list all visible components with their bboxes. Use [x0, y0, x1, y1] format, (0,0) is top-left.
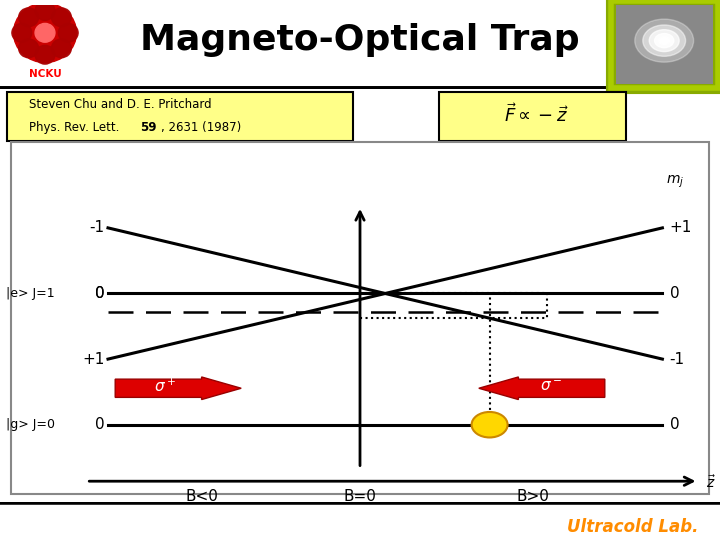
- Ellipse shape: [654, 33, 674, 48]
- Text: 0: 0: [95, 286, 104, 301]
- Ellipse shape: [659, 37, 670, 45]
- Circle shape: [14, 3, 76, 63]
- Circle shape: [51, 39, 71, 58]
- Text: +1: +1: [670, 220, 692, 235]
- Text: B>0: B>0: [516, 489, 549, 504]
- Circle shape: [19, 39, 39, 58]
- Text: $\vec{z}$: $\vec{z}$: [706, 475, 716, 491]
- Text: 0: 0: [670, 417, 679, 432]
- Text: 0: 0: [95, 417, 104, 432]
- Circle shape: [51, 8, 71, 26]
- Text: -1: -1: [670, 352, 685, 367]
- Circle shape: [12, 23, 32, 42]
- Text: B<0: B<0: [185, 489, 218, 504]
- Ellipse shape: [643, 25, 685, 56]
- Text: |e> J=1: |e> J=1: [6, 287, 55, 300]
- Circle shape: [35, 23, 55, 42]
- Ellipse shape: [472, 412, 508, 437]
- Text: $\sigma^+$: $\sigma^+$: [155, 378, 176, 395]
- Text: $m_j$: $m_j$: [666, 174, 684, 191]
- Text: 0: 0: [95, 286, 104, 301]
- Text: B=0: B=0: [343, 489, 377, 504]
- Circle shape: [58, 23, 78, 42]
- Circle shape: [19, 8, 39, 26]
- Ellipse shape: [635, 19, 693, 62]
- Text: Ultracold Lab.: Ultracold Lab.: [567, 518, 698, 536]
- Text: Steven Chu and D. E. Pritchard: Steven Chu and D. E. Pritchard: [29, 98, 212, 111]
- Text: Magneto-Optical Trap: Magneto-Optical Trap: [140, 23, 580, 57]
- Ellipse shape: [649, 30, 679, 52]
- Text: 59: 59: [140, 122, 157, 134]
- FancyArrow shape: [115, 377, 241, 400]
- Text: +1: +1: [82, 352, 104, 367]
- Text: $\sigma^-$: $\sigma^-$: [540, 379, 562, 394]
- Text: $\vec{F} \propto -\vec{z}$: $\vec{F} \propto -\vec{z}$: [504, 104, 569, 126]
- FancyArrow shape: [479, 377, 605, 400]
- Text: NCKU: NCKU: [29, 69, 61, 78]
- Text: 0: 0: [670, 286, 679, 301]
- Circle shape: [35, 2, 55, 21]
- Text: Phys. Rev. Lett.: Phys. Rev. Lett.: [29, 122, 123, 134]
- Text: |g> J=0: |g> J=0: [6, 418, 55, 431]
- Text: -1: -1: [89, 220, 104, 235]
- FancyBboxPatch shape: [439, 92, 626, 141]
- Circle shape: [35, 45, 55, 64]
- FancyBboxPatch shape: [7, 92, 353, 141]
- Text: , 2631 (1987): , 2631 (1987): [161, 122, 240, 134]
